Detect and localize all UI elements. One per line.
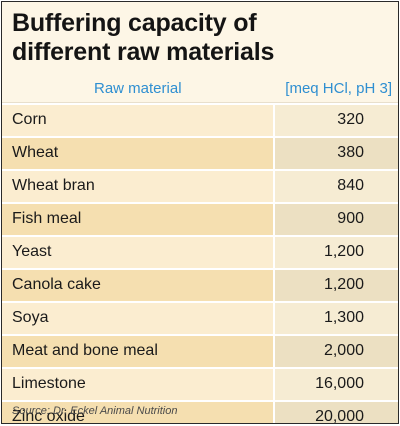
table-header-row: Raw material [meq HCl, pH 3]	[2, 76, 398, 103]
buffering-value-cell: 16,000	[273, 369, 398, 400]
table-row: Yeast 1,200	[2, 235, 398, 268]
buffering-value-cell: 900	[273, 204, 398, 235]
raw-material-cell: Wheat	[2, 138, 273, 169]
table-row: Soya 1,300	[2, 301, 398, 334]
source-note: Source: Dr. Eckel Animal Nutrition	[12, 405, 178, 417]
buffering-value-cell: 1,300	[273, 303, 398, 334]
column-header-meq-hcl: [meq HCl, pH 3]	[285, 80, 392, 97]
column-header-raw-material: Raw material	[94, 80, 182, 97]
table-row: Limestone 16,000	[2, 367, 398, 400]
table-row: Meat and bone meal 2,000	[2, 334, 398, 367]
buffering-table: Raw material [meq HCl, pH 3] Corn 320 Whea…	[2, 76, 398, 423]
raw-material-cell: Fish meal	[2, 204, 273, 235]
title-line-1: Buffering capacity of	[12, 9, 257, 37]
raw-material-cell: Wheat bran	[2, 171, 273, 202]
raw-material-cell: Soya	[2, 303, 273, 334]
table-row: Canola cake 1,200	[2, 268, 398, 301]
page-title: Buffering capacity of different raw mate…	[2, 2, 398, 67]
raw-material-cell: Canola cake	[2, 270, 273, 301]
buffering-value-cell: 320	[273, 105, 398, 136]
table-row: Wheat bran 840	[2, 169, 398, 202]
table-row: Wheat 380	[2, 136, 398, 169]
raw-material-cell: Zinc oxide	[2, 402, 273, 423]
buffering-value-cell: 1,200	[273, 270, 398, 301]
buffering-value-cell: 840	[273, 171, 398, 202]
raw-material-cell: Yeast	[2, 237, 273, 268]
table-row: Corn 320	[2, 103, 398, 136]
raw-material-cell: Corn	[2, 105, 273, 136]
buffering-value-cell: 1,200	[273, 237, 398, 268]
table-row: Fish meal 900	[2, 202, 398, 235]
table-body: Corn 320 Wheat 380 Wheat bran 840 Fish meal 900…	[2, 103, 398, 423]
title-line-2: different raw materials	[12, 38, 275, 66]
raw-material-cell: Meat and bone meal	[2, 336, 273, 367]
buffering-value-cell: 2,000	[273, 336, 398, 367]
raw-material-cell: Limestone	[2, 369, 273, 400]
buffering-value-cell: 20,000	[273, 402, 398, 423]
buffering-value-cell: 380	[273, 138, 398, 169]
table-row: Zinc oxide 20,000	[2, 400, 398, 423]
